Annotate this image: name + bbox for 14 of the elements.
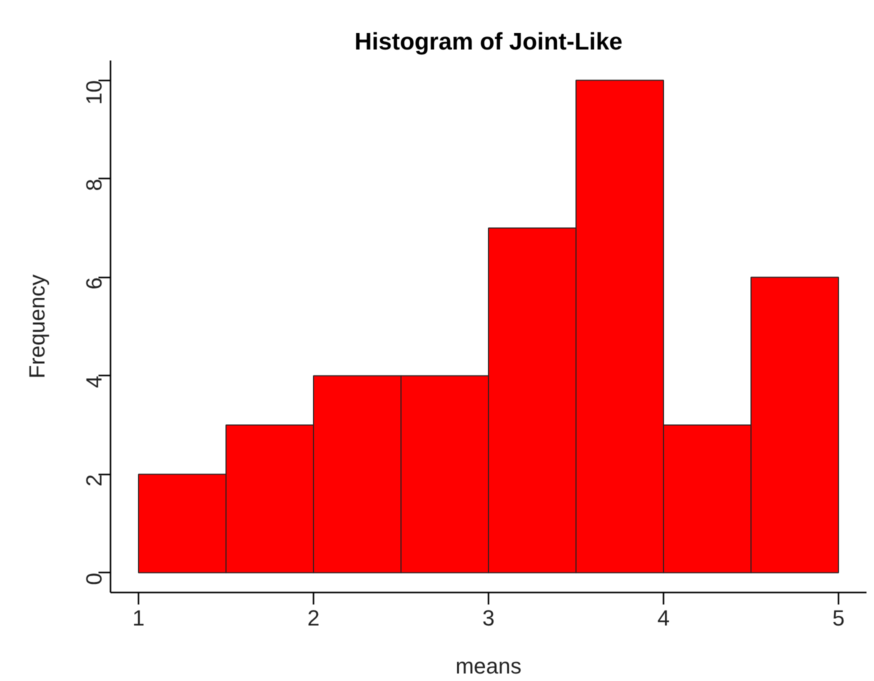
chart-title: Histogram of Joint-Like	[354, 28, 623, 56]
y-tick-label: 0	[82, 572, 106, 586]
y-tick-label: 2	[82, 474, 106, 487]
x-tick-label: 3	[482, 606, 495, 630]
x-tick-label: 4	[657, 606, 670, 630]
y-tick-label: 4	[82, 376, 106, 388]
x-tick-label: 1	[132, 606, 145, 630]
y-tick-label: 10	[82, 80, 106, 105]
x-tick-label: 5	[832, 606, 845, 630]
x-tick-label: 2	[307, 606, 320, 630]
y-tick-label: 8	[82, 178, 106, 191]
y-tick-label: 6	[82, 277, 106, 290]
y-axis-title: Frequency	[24, 274, 50, 378]
x-axis-title: means	[455, 654, 522, 678]
